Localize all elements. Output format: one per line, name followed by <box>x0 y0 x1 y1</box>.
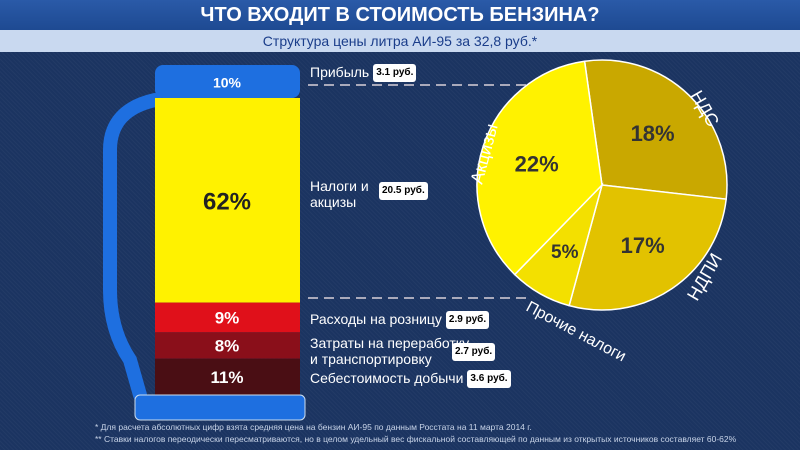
label-extraction: Себестоимость добычи 3.6 руб. <box>310 370 511 389</box>
pump-base <box>134 394 306 421</box>
label-processing-badge-wrap: 2.7 руб. <box>448 343 496 362</box>
pie-value-label: 17% <box>621 233 665 258</box>
pie-slice <box>568 184 728 311</box>
label-taxes-badge-wrap: 20.5 руб. <box>375 182 428 201</box>
bar-value-label: 9% <box>215 308 240 327</box>
bar-segment <box>155 65 300 98</box>
badge-retail: 2.9 руб. <box>445 311 490 330</box>
badge-profit: 3.1 руб. <box>373 64 417 83</box>
bar-value-label: 8% <box>215 337 240 356</box>
label-profit-text: Прибыль <box>310 64 370 80</box>
subtitle: Структура цены литра АИ-95 за 32,8 руб.* <box>0 30 800 52</box>
pump-hose <box>103 93 162 402</box>
bar-value-label: 11% <box>210 368 243 387</box>
bar-segment <box>155 332 300 359</box>
pie-value-label: 18% <box>631 121 675 146</box>
bar-segment <box>155 358 300 395</box>
label-taxes-text: Налоги и акцизы <box>310 178 369 210</box>
bar-segment <box>155 98 300 303</box>
label-retail-text: Расходы на розницу <box>310 311 442 327</box>
label-retail: Расходы на розницу 2.9 руб. <box>310 311 490 330</box>
pie-slice <box>476 60 603 276</box>
label-taxes: Налоги и акцизы <box>310 178 380 210</box>
label-processing: Затраты на переработку и транспортировку <box>310 335 480 367</box>
pie-value-label: 5% <box>551 242 579 263</box>
bar-value-label: 62% <box>203 188 251 215</box>
label-processing-text: Затраты на переработку и транспортировку <box>310 335 470 367</box>
badge-processing: 2.7 руб. <box>452 343 496 362</box>
page-title: ЧТО ВХОДИТ В СТОИМОСТЬ БЕНЗИНА? <box>0 0 800 30</box>
bar-value-label: 10% <box>213 75 242 91</box>
pie-slice <box>583 59 728 201</box>
label-extraction-text: Себестоимость добычи <box>310 370 464 386</box>
footnote-1: * Для расчета абсолютных цифр взята сред… <box>95 422 532 432</box>
label-profit: Прибыль 3.1 руб. <box>310 64 417 83</box>
badge-taxes: 20.5 руб. <box>379 182 428 201</box>
bar-segment <box>155 302 300 333</box>
footnote-2: ** Ставки налогов переодически пересматр… <box>95 434 737 444</box>
badge-extraction: 3.6 руб. <box>467 370 511 389</box>
pie-value-label: 22% <box>515 152 559 177</box>
